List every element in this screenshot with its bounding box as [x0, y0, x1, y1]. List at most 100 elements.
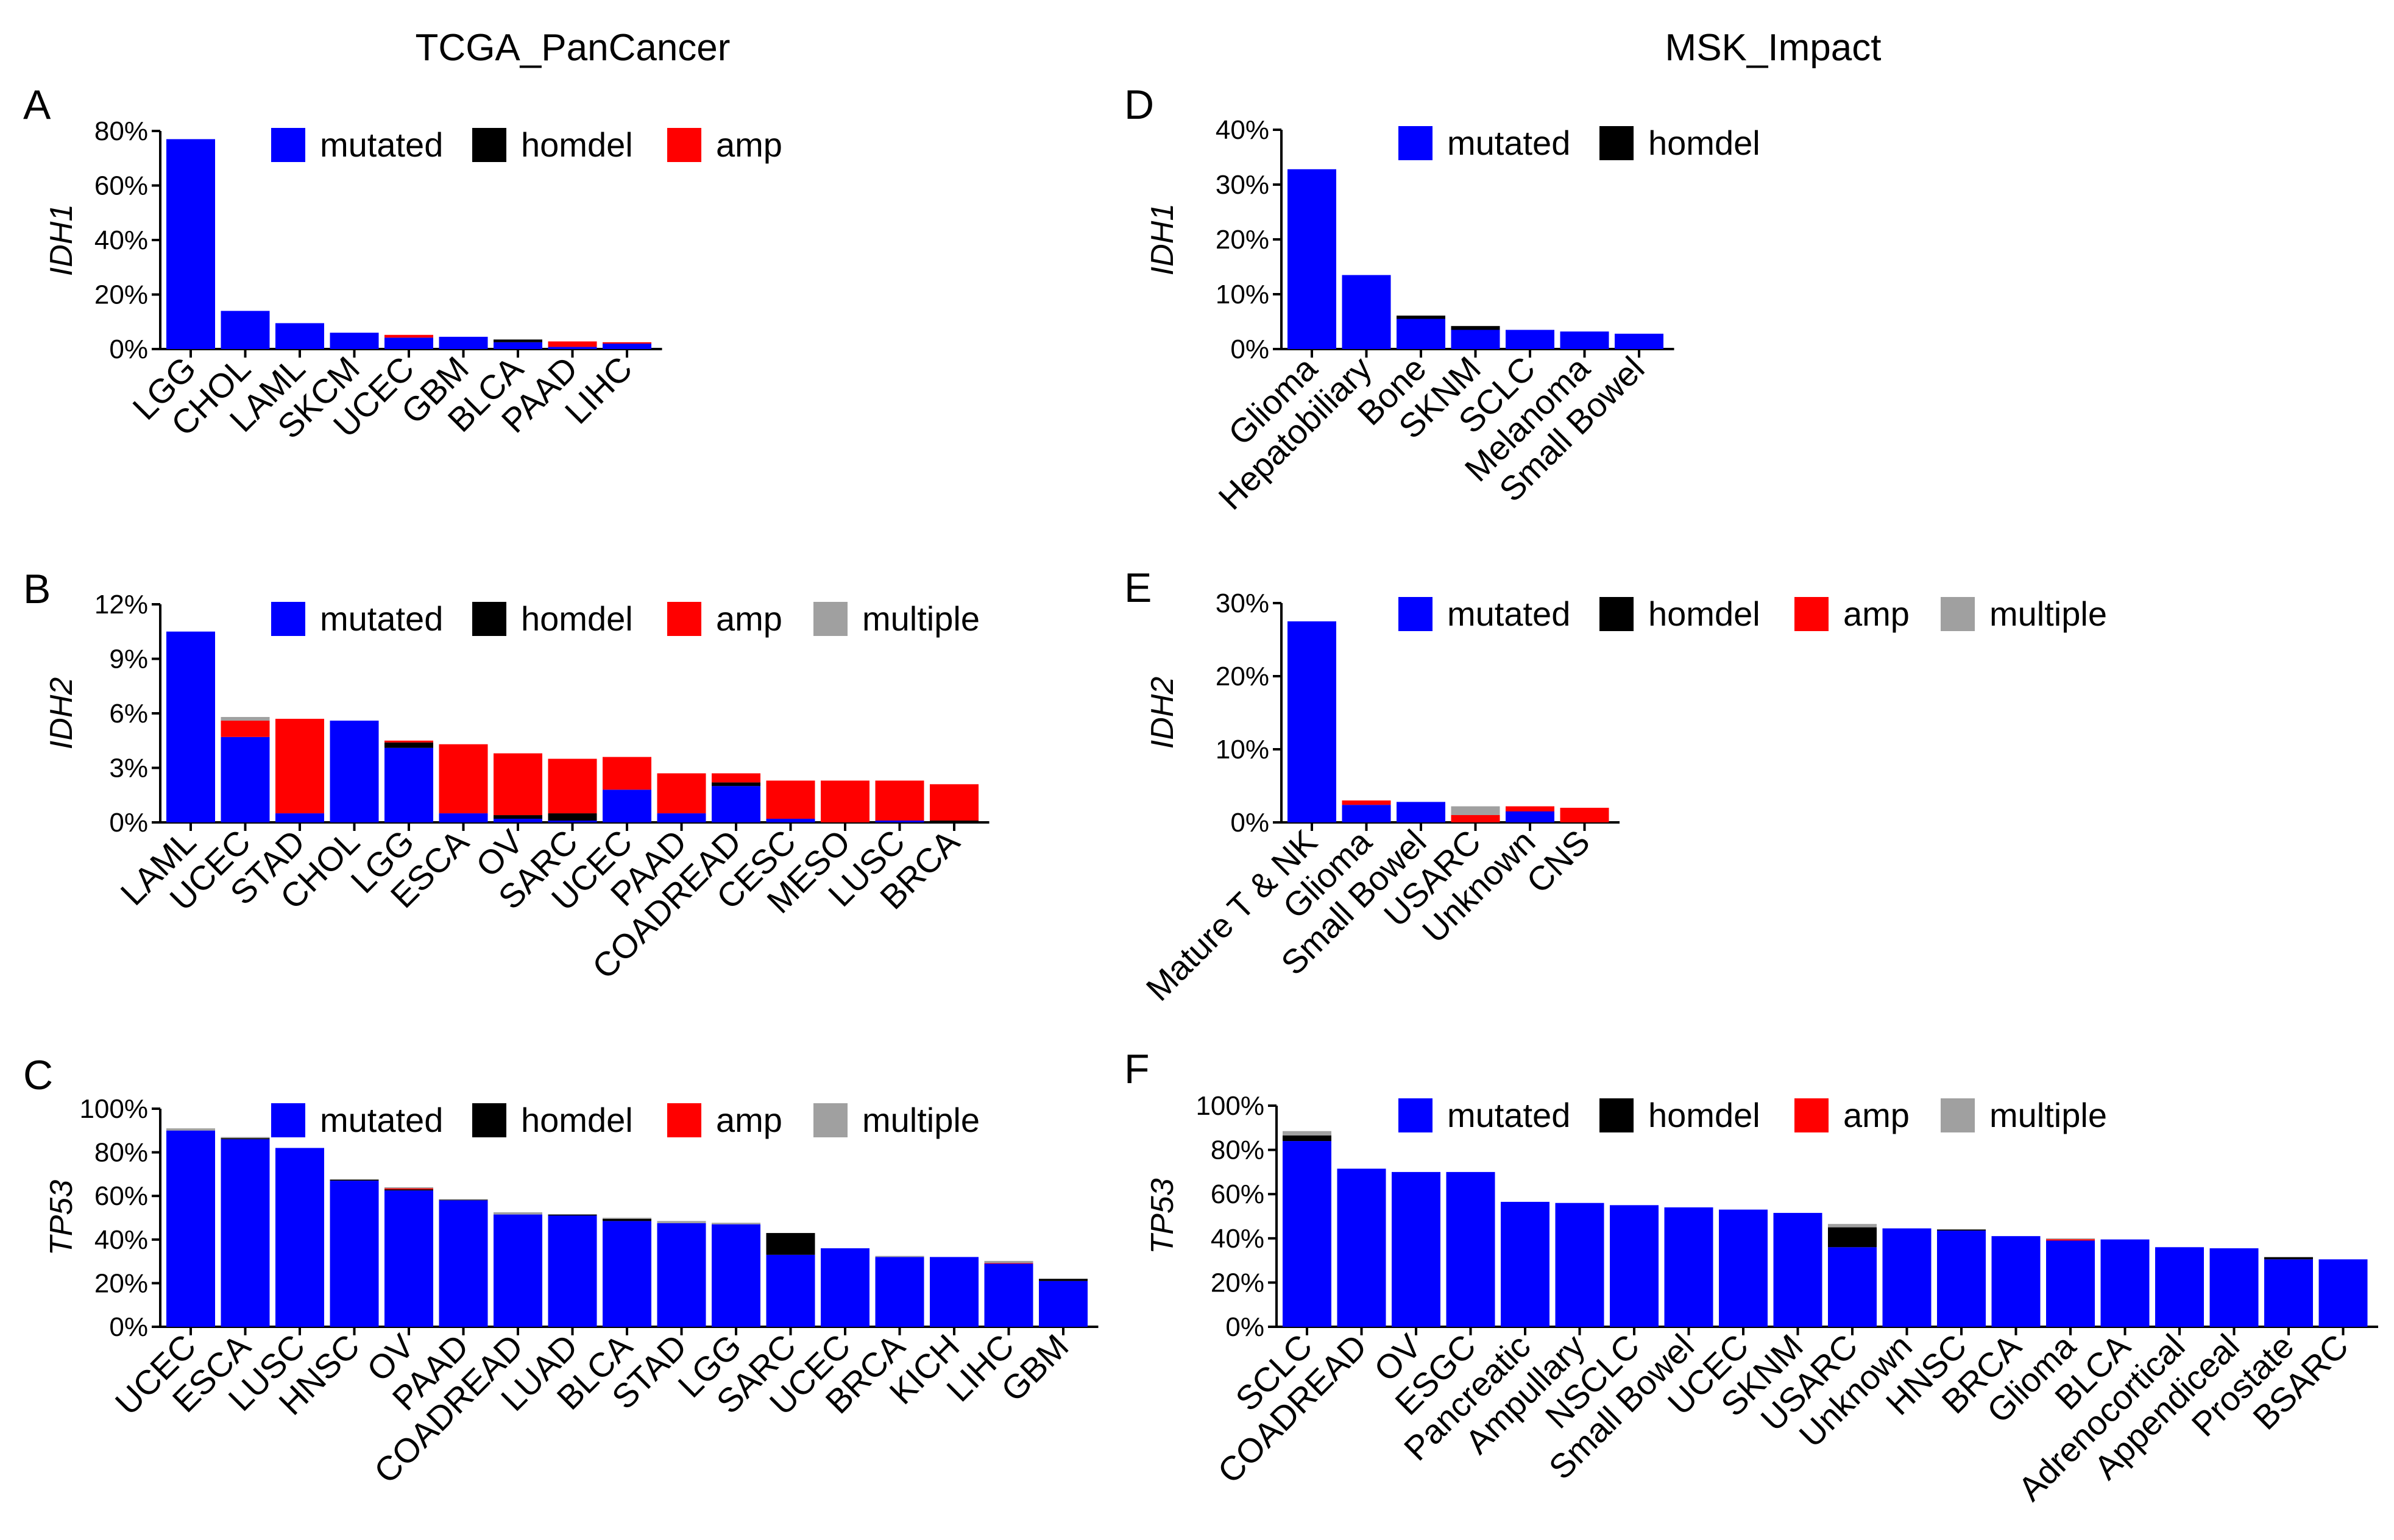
bar-b-9-mutated: [657, 813, 706, 822]
legend-swatch-d-homdel: [1599, 126, 1634, 160]
y-axis-label-d: IDH1: [1145, 203, 1180, 275]
y-tick-label-c-3: 60%: [94, 1181, 148, 1211]
bar-b-5-mutated: [439, 813, 488, 822]
bar-d-3-mutated: [1451, 330, 1500, 349]
bar-a-5-mutated: [439, 336, 488, 349]
bar-c-5-homdel: [439, 1199, 488, 1201]
bar-b-5-amp: [439, 744, 488, 814]
bar-b-12-amp: [821, 780, 869, 822]
bar-b-3-mutated: [330, 720, 379, 822]
bar-f-5-mutated: [1555, 1203, 1604, 1327]
bar-c-7-homdel: [548, 1214, 597, 1216]
y-tick-label-c-5: 100%: [79, 1094, 148, 1124]
bar-f-1-mutated: [1337, 1168, 1386, 1327]
legend-swatch-e-homdel: [1599, 597, 1634, 631]
bar-f-16-mutated: [2155, 1247, 2204, 1327]
bar-b-2-amp: [275, 718, 324, 814]
bar-b-2-mutated: [275, 813, 324, 822]
legend-swatch-b-amp: [667, 602, 701, 636]
bar-e-1-mutated: [1342, 805, 1391, 822]
legend-label-b-multiple: multiple: [862, 599, 980, 638]
legend-label-c-multiple: multiple: [862, 1101, 980, 1139]
bar-f-12-homdel: [1937, 1229, 1986, 1231]
bar-a-3-mutated: [330, 333, 379, 349]
legend-label-b-mutated: mutated: [320, 599, 443, 638]
bar-d-2-mutated: [1397, 319, 1445, 349]
bar-e-1-amp: [1342, 800, 1391, 805]
bar-d-4-mutated: [1506, 330, 1554, 349]
y-tick-label-c-1: 20%: [94, 1268, 148, 1298]
legend-label-a-homdel: homdel: [521, 125, 633, 164]
bar-b-8-mutated: [603, 789, 651, 822]
bar-b-1-amp: [221, 720, 270, 737]
bar-f-6-mutated: [1610, 1205, 1659, 1327]
bar-f-0-mutated: [1283, 1141, 1331, 1327]
bar-b-7-amp: [548, 758, 597, 814]
bar-b-4-mutated: [384, 747, 433, 822]
bar-b-14-amp: [930, 784, 979, 821]
bar-f-14-mutated: [2046, 1240, 2095, 1327]
panel-letter-d: D: [1124, 82, 1154, 128]
bar-d-5-mutated: [1560, 331, 1609, 349]
bar-f-17-mutated: [2209, 1248, 2259, 1327]
bar-f-7-mutated: [1664, 1207, 1713, 1327]
bar-f-12-mutated: [1937, 1231, 1986, 1327]
bar-c-0-mutated: [166, 1130, 215, 1327]
y-tick-label-d-0: 0%: [1230, 334, 1269, 364]
bar-a-8-amp: [603, 342, 651, 344]
bar-c-13-mutated: [875, 1257, 924, 1327]
bar-b-1-mutated: [221, 736, 270, 822]
bar-c-15-mutated: [984, 1263, 1033, 1327]
bar-d-3-homdel: [1451, 326, 1500, 330]
bar-a-8-mutated: [603, 344, 651, 349]
bar-a-6-homdel: [494, 339, 542, 342]
bar-c-11-mutated: [766, 1254, 815, 1327]
bar-f-14-amp: [2046, 1239, 2095, 1241]
bar-b-13-amp: [875, 780, 924, 821]
panel-letter-c: C: [23, 1052, 53, 1098]
y-tick-label-b-3: 9%: [109, 645, 148, 674]
bar-f-18-mutated: [2264, 1259, 2313, 1327]
bar-b-10-amp: [712, 773, 760, 783]
y-tick-label-f-4: 80%: [1211, 1136, 1264, 1165]
bar-b-10-homdel: [712, 782, 760, 786]
panel-d: DIDH10%10%20%30%40%GliomaHepatobiliaryBo…: [1124, 82, 1760, 517]
panel-f: FTP530%20%40%60%80%100%SCLCCOADREADOVESG…: [1124, 1046, 2378, 1508]
bar-c-9-mutated: [657, 1223, 706, 1327]
panel-letter-e: E: [1124, 565, 1152, 611]
panel-b: BIDH20%3%6%9%12%LAMLUCECSTADCHOLLGGESCAO…: [23, 566, 990, 986]
legend-swatch-b-mutated: [271, 602, 305, 636]
bar-f-2-mutated: [1392, 1171, 1440, 1327]
bar-d-2-homdel: [1397, 316, 1445, 319]
legend-swatch-a-amp: [667, 128, 701, 162]
legend-label-e-multiple: multiple: [1989, 595, 2107, 633]
bar-c-10-multiple: [712, 1223, 760, 1224]
bar-c-16-homdel: [1039, 1279, 1088, 1281]
bar-b-10-mutated: [712, 786, 760, 822]
y-tick-label-f-5: 100%: [1195, 1091, 1264, 1121]
bar-b-11-mutated: [766, 819, 815, 822]
y-axis-label-b: IDH2: [44, 677, 79, 750]
bar-f-11-mutated: [1882, 1228, 1932, 1327]
legend-swatch-e-multiple: [1941, 597, 1975, 631]
title-tcga: TCGA_PanCancer: [416, 27, 731, 69]
bar-c-4-multiple: [384, 1187, 433, 1189]
bar-b-9-amp: [657, 773, 706, 814]
bar-c-8-homdel: [603, 1218, 651, 1221]
y-tick-label-d-3: 30%: [1216, 170, 1269, 200]
bar-f-19-mutated: [2318, 1259, 2368, 1327]
bar-f-10-mutated: [1828, 1247, 1877, 1327]
bar-a-6-mutated: [494, 342, 542, 349]
legend-label-e-homdel: homdel: [1648, 595, 1760, 633]
bar-b-1-multiple: [221, 716, 270, 721]
legend-swatch-c-mutated: [271, 1103, 305, 1137]
y-tick-label-e-0: 0%: [1230, 808, 1269, 838]
bar-a-1-mutated: [221, 311, 270, 349]
bar-c-4-homdel: [384, 1189, 433, 1191]
legend-swatch-f-mutated: [1398, 1098, 1433, 1132]
y-tick-label-c-0: 0%: [109, 1312, 148, 1342]
panel-letter-b: B: [23, 566, 51, 612]
bar-c-6-mutated: [494, 1214, 542, 1327]
y-tick-label-e-3: 30%: [1216, 588, 1269, 618]
